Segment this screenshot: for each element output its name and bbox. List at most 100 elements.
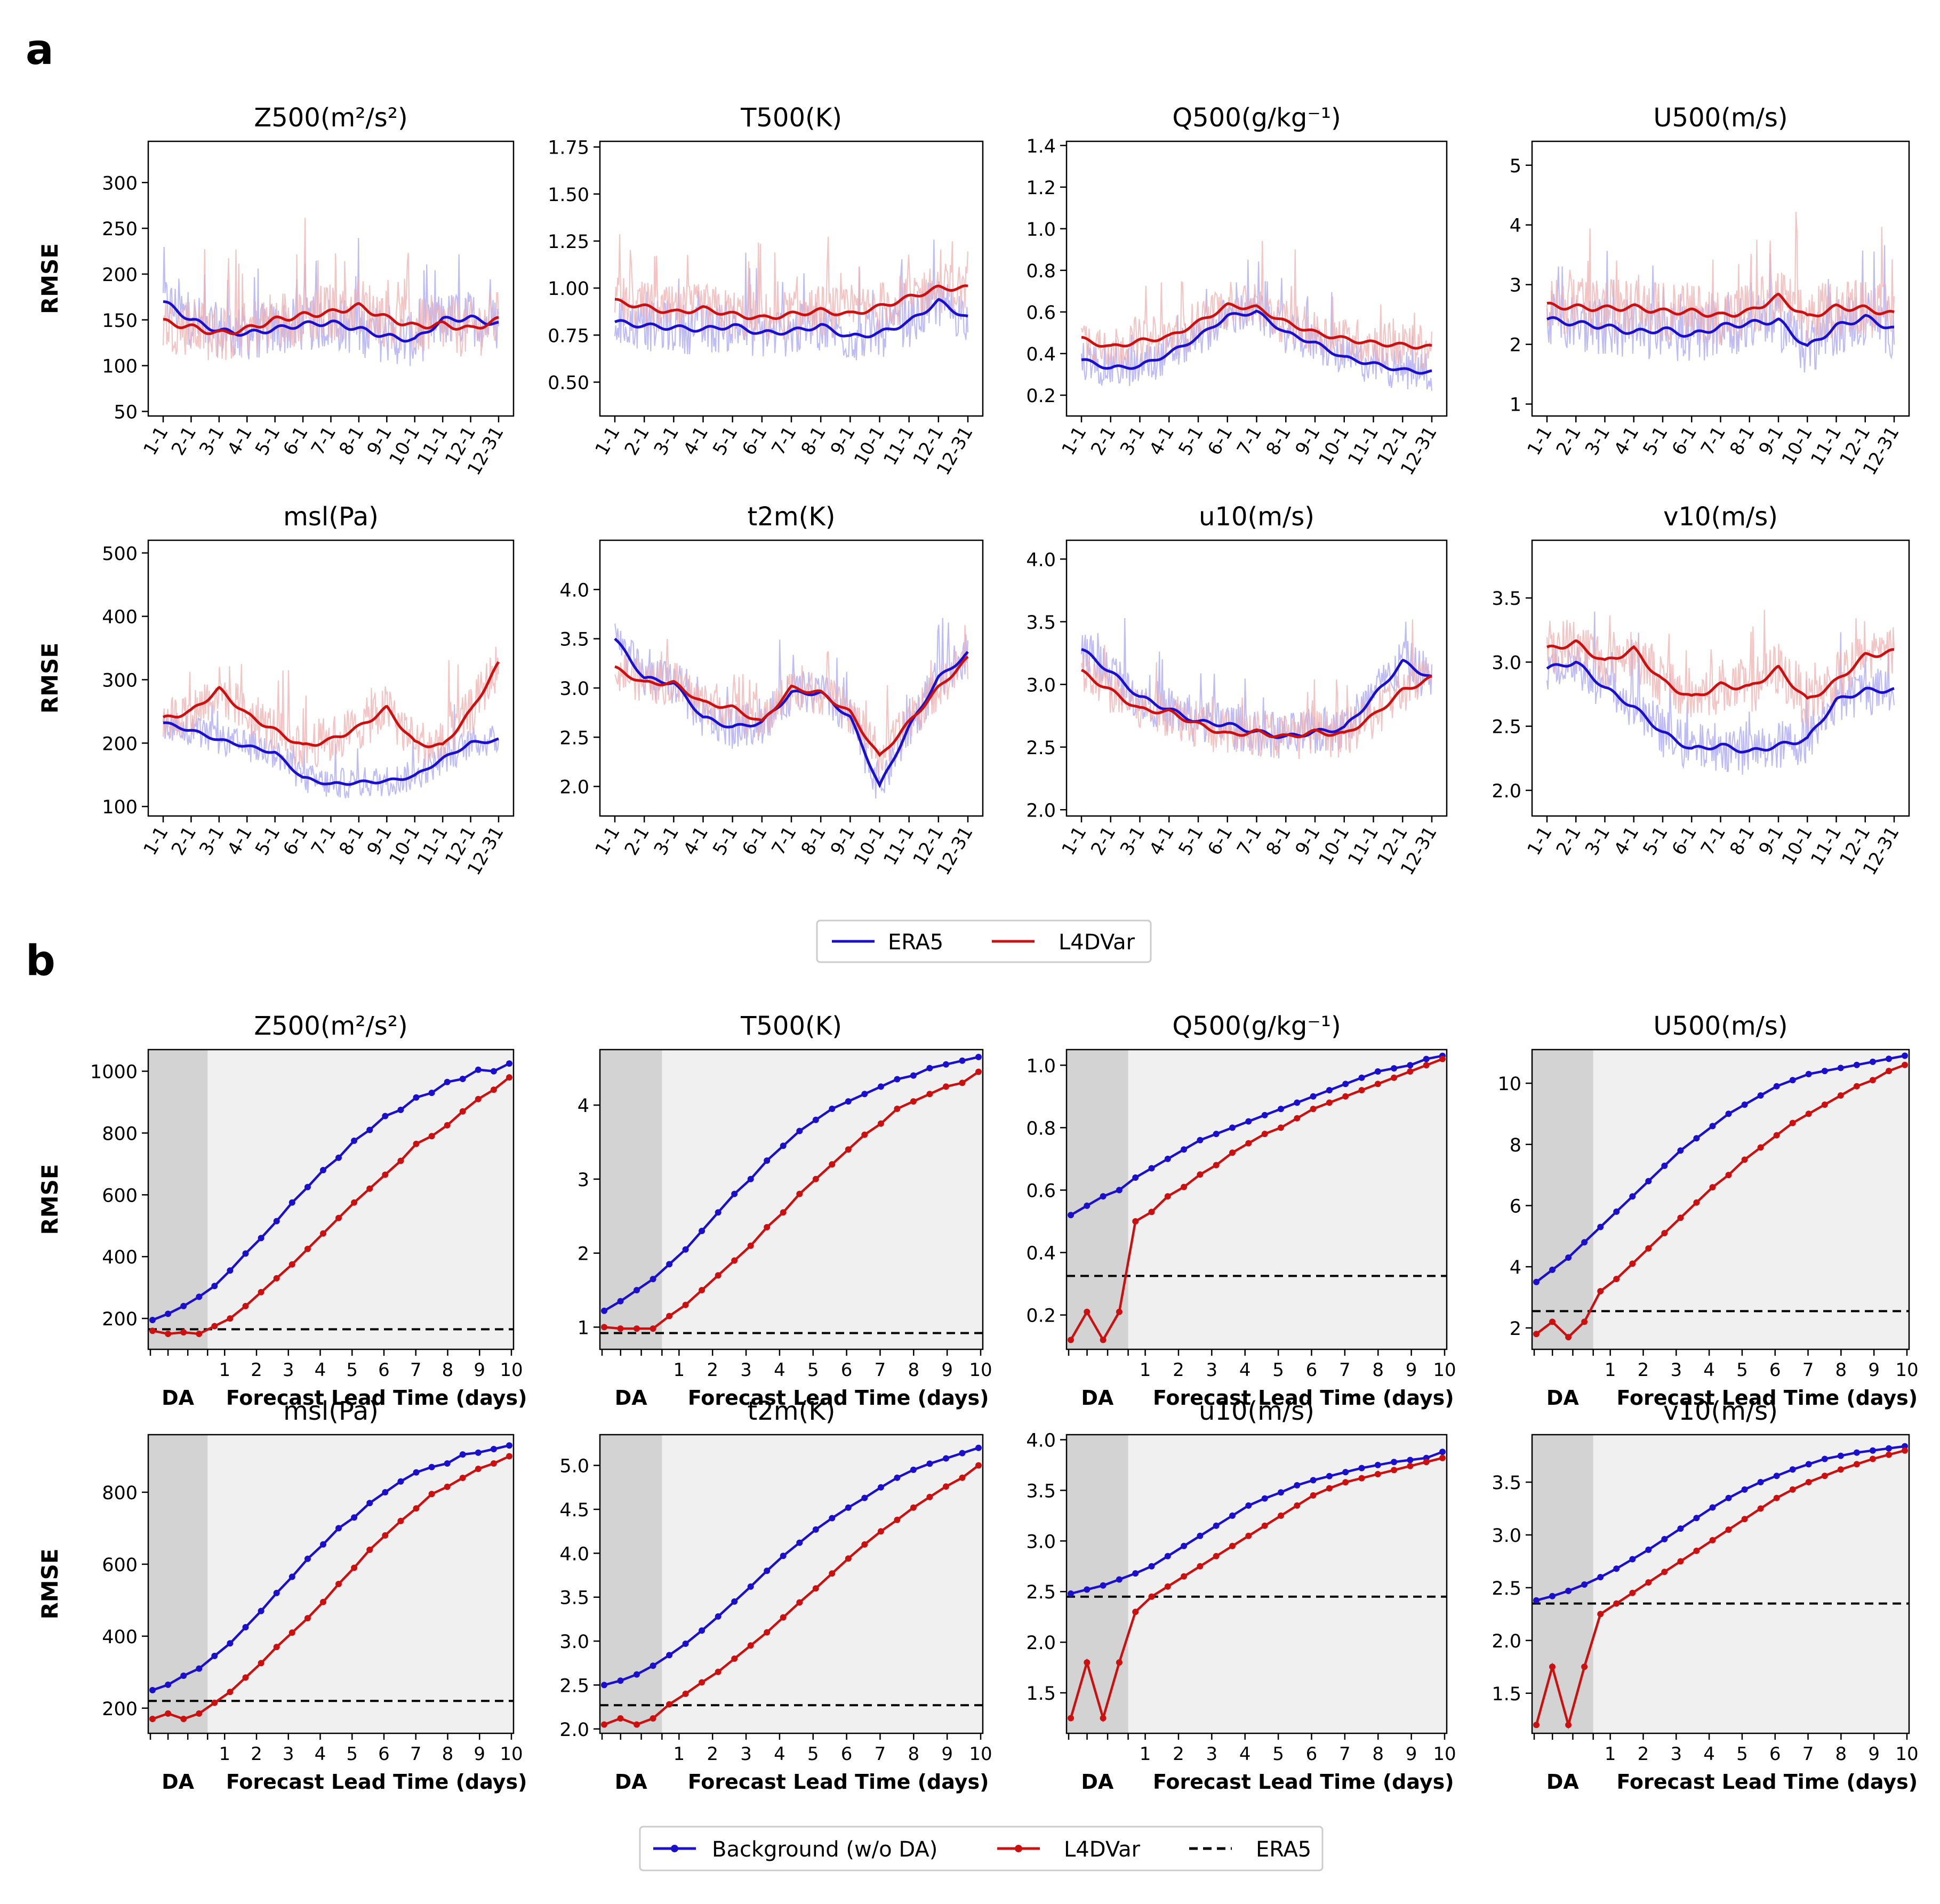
- series-point-l4dvar: [1148, 1593, 1155, 1600]
- series-point-l4dvar: [861, 1131, 868, 1138]
- series-point-l4dvar: [165, 1331, 172, 1337]
- series-raw-l4dvar: [1080, 619, 1432, 759]
- series-point-l4dvar: [1116, 1659, 1123, 1666]
- y-tick-label: 5: [1510, 156, 1521, 177]
- series-point-background: [1645, 1178, 1652, 1185]
- series-point-background: [617, 1298, 624, 1305]
- da-axis-label: DA: [1546, 1770, 1580, 1794]
- x-tick-label: 3-1: [195, 423, 228, 459]
- series-point-l4dvar: [959, 1474, 966, 1481]
- plot-background: [1067, 1050, 1447, 1349]
- series-point-l4dvar: [926, 1091, 933, 1098]
- x-tick-label: 5-1: [1174, 423, 1207, 459]
- series-point-l4dvar: [1902, 1061, 1908, 1068]
- x-tick-label: 2: [1173, 1359, 1184, 1381]
- x-tick-label: 8-1: [1726, 823, 1759, 859]
- series-point-background: [288, 1573, 295, 1580]
- x-tick-label: 1-1: [1523, 423, 1556, 459]
- series-point-l4dvar: [943, 1483, 949, 1490]
- x-tick-label: 3: [283, 1743, 294, 1765]
- series-point-l4dvar: [1773, 1494, 1780, 1501]
- series-point-background: [812, 1526, 819, 1533]
- series-point-background: [1294, 1099, 1301, 1106]
- plot-frame: [147, 539, 515, 817]
- x-tick-label: 11-1: [879, 423, 918, 469]
- series-point-l4dvar: [1837, 1466, 1844, 1473]
- x-tick-label: 6-1: [279, 423, 312, 459]
- y-tick-label: 2.0: [559, 1719, 589, 1741]
- series-point-background: [1837, 1452, 1844, 1459]
- lead-time-axis-label: Forecast Lead Time (days): [1153, 1770, 1454, 1794]
- series-smooth-l4dvar: [1546, 639, 1895, 700]
- series-point-background: [1407, 1062, 1414, 1069]
- subplot-title: Q500(g/kg⁻¹): [1172, 103, 1341, 133]
- x-tick-label: 1-1: [139, 423, 172, 459]
- x-tick-label: 3: [740, 1359, 752, 1381]
- lead-time-axis-label: Forecast Lead Time (days): [226, 1386, 527, 1410]
- series-point-background: [351, 1514, 358, 1521]
- series-point-l4dvar: [1533, 1722, 1540, 1729]
- x-tick-label: 2-1: [621, 823, 654, 859]
- series-point-background: [490, 1446, 497, 1452]
- series-point-l4dvar: [1837, 1092, 1844, 1099]
- series-point-background: [1869, 1447, 1876, 1454]
- x-tick-label: 6: [1769, 1743, 1781, 1765]
- y-tick-label: 8: [1510, 1135, 1521, 1156]
- y-tick-label: 2.0: [559, 777, 589, 798]
- series-point-l4dvar: [1886, 1068, 1892, 1075]
- series-point-l4dvar: [413, 1140, 420, 1147]
- series-point-l4dvar: [273, 1644, 280, 1651]
- x-tick-label: 6-1: [1668, 823, 1701, 859]
- series-point-background: [829, 1106, 836, 1112]
- series-smooth-l4dvar: [1081, 302, 1432, 350]
- x-tick-label: 1: [1140, 1743, 1151, 1765]
- x-tick-label: 7-1: [1697, 823, 1730, 859]
- series-point-l4dvar: [1886, 1451, 1892, 1458]
- series-point-l4dvar: [894, 1106, 901, 1112]
- series-point-background: [1837, 1065, 1844, 1071]
- series-raw-l4dvar: [162, 646, 500, 769]
- y-tick-label: 10: [1497, 1074, 1521, 1095]
- series-point-l4dvar: [1197, 1563, 1204, 1570]
- y-tick-label: 2: [578, 1244, 589, 1265]
- series-point-background: [506, 1060, 512, 1067]
- da-axis-label: DA: [615, 1770, 648, 1794]
- y-tick-label: 600: [102, 1185, 138, 1206]
- x-tick-label: 8: [1372, 1359, 1384, 1381]
- x-tick-label: 3: [1206, 1359, 1218, 1381]
- series-point-background: [413, 1094, 420, 1101]
- series-point-l4dvar: [1789, 1486, 1796, 1493]
- x-tick-label: 11-1: [1344, 823, 1383, 869]
- series-raw-era5: [614, 239, 969, 361]
- x-tick-label: 2-1: [1552, 823, 1585, 859]
- series-point-l4dvar: [1148, 1209, 1155, 1215]
- series-point-l4dvar: [1084, 1659, 1091, 1666]
- series-point-l4dvar: [634, 1721, 640, 1728]
- y-tick-label: 500: [102, 543, 138, 565]
- series-point-l4dvar: [812, 1175, 819, 1182]
- series-raw-l4dvar: [1080, 241, 1433, 370]
- x-tick-label: 7: [410, 1359, 422, 1381]
- x-tick-label: 11-1: [1344, 423, 1383, 469]
- x-tick-label: 1: [1140, 1359, 1151, 1381]
- x-tick-label: 8: [1835, 1359, 1847, 1381]
- series-point-background: [1709, 1123, 1716, 1130]
- series-point-background: [780, 1142, 787, 1149]
- series-point-l4dvar: [1821, 1473, 1828, 1479]
- series-point-background: [180, 1302, 187, 1309]
- series-point-l4dvar: [975, 1462, 982, 1469]
- series-point-l4dvar: [601, 1324, 607, 1331]
- series-point-background: [1805, 1461, 1812, 1468]
- x-tick-label: 4-1: [679, 423, 712, 459]
- series-point-l4dvar: [812, 1585, 819, 1592]
- subplot-title: T500(K): [740, 103, 842, 133]
- series-point-background: [796, 1539, 803, 1546]
- y-tick-label: 4: [1510, 1257, 1521, 1278]
- series-point-l4dvar: [1423, 1062, 1430, 1069]
- series-point-background: [304, 1555, 311, 1562]
- series-point-background: [731, 1190, 738, 1197]
- plot-area: [1532, 1435, 1909, 1733]
- series-point-l4dvar: [780, 1209, 787, 1216]
- series-point-l4dvar: [1181, 1183, 1188, 1190]
- series-point-l4dvar: [211, 1323, 218, 1330]
